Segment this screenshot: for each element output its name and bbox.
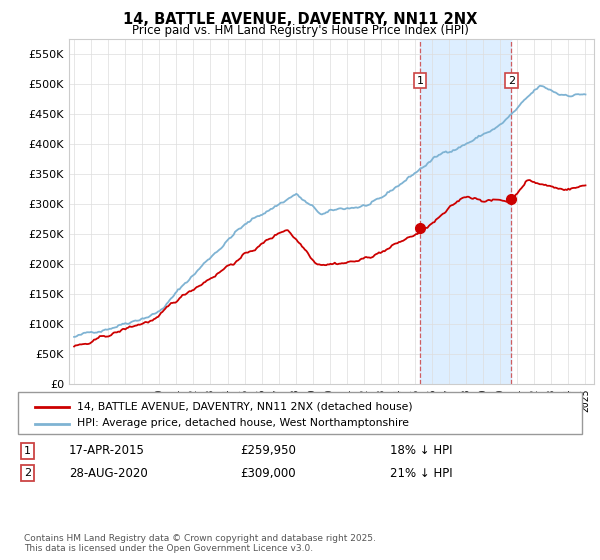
Text: 18% ↓ HPI: 18% ↓ HPI bbox=[390, 444, 452, 458]
Text: 21% ↓ HPI: 21% ↓ HPI bbox=[390, 466, 452, 480]
Text: £259,950: £259,950 bbox=[240, 444, 296, 458]
Text: 28-AUG-2020: 28-AUG-2020 bbox=[69, 466, 148, 480]
Text: HPI: Average price, detached house, West Northamptonshire: HPI: Average price, detached house, West… bbox=[77, 418, 409, 428]
Text: Contains HM Land Registry data © Crown copyright and database right 2025.
This d: Contains HM Land Registry data © Crown c… bbox=[24, 534, 376, 553]
Text: 1: 1 bbox=[416, 76, 424, 86]
Text: 2: 2 bbox=[24, 468, 31, 478]
Text: 14, BATTLE AVENUE, DAVENTRY, NN11 2NX (detached house): 14, BATTLE AVENUE, DAVENTRY, NN11 2NX (d… bbox=[77, 402, 413, 412]
FancyBboxPatch shape bbox=[18, 392, 582, 434]
Text: 2: 2 bbox=[508, 76, 515, 86]
Bar bbox=[420, 39, 511, 384]
Text: Price paid vs. HM Land Registry's House Price Index (HPI): Price paid vs. HM Land Registry's House … bbox=[131, 24, 469, 36]
Text: 14, BATTLE AVENUE, DAVENTRY, NN11 2NX: 14, BATTLE AVENUE, DAVENTRY, NN11 2NX bbox=[123, 12, 477, 27]
Text: 17-APR-2015: 17-APR-2015 bbox=[69, 444, 145, 458]
Text: 1: 1 bbox=[24, 446, 31, 456]
Text: £309,000: £309,000 bbox=[240, 466, 296, 480]
